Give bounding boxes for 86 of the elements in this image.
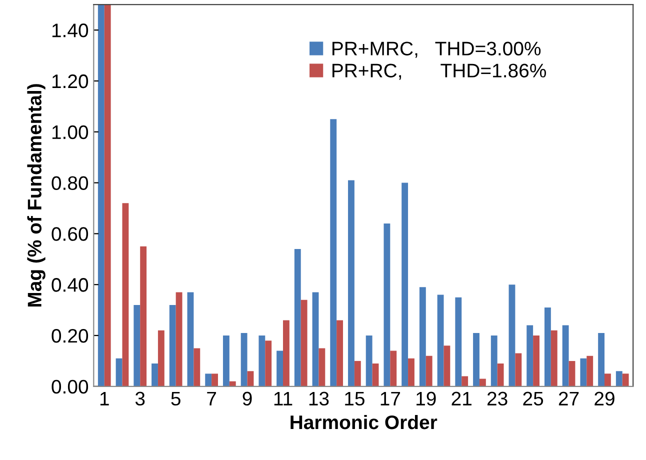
bar xyxy=(515,353,522,386)
bar xyxy=(336,320,344,386)
bar xyxy=(490,335,498,386)
bar xyxy=(562,325,569,386)
bar xyxy=(318,348,326,386)
y-axis-title: Mag (% of Fundamental) xyxy=(27,84,46,307)
bar xyxy=(283,320,290,386)
bar xyxy=(176,292,182,386)
bar xyxy=(140,246,147,386)
x-tick-label: 11 xyxy=(274,392,292,406)
bar xyxy=(598,332,604,386)
bar xyxy=(98,4,104,386)
x-tick-label: 17 xyxy=(380,392,400,406)
x-tick-label: 25 xyxy=(523,392,544,406)
x-tick-label: 3 xyxy=(135,392,145,406)
x-tick-label: 19 xyxy=(416,392,436,406)
bar xyxy=(544,307,551,386)
x-tick-label: 15 xyxy=(345,392,364,406)
y-tick-label: 1.40 xyxy=(52,24,88,38)
bar xyxy=(312,292,319,386)
bar xyxy=(104,4,111,386)
bar xyxy=(116,358,122,386)
x-axis-title: Harmonic Order xyxy=(290,414,438,430)
bar xyxy=(348,180,354,386)
bar xyxy=(354,360,361,386)
bar xyxy=(258,335,266,386)
bar xyxy=(455,297,462,386)
bar xyxy=(402,182,408,386)
bar xyxy=(586,356,594,386)
x-tick-label: 13 xyxy=(309,392,329,406)
bar xyxy=(265,340,272,386)
bar xyxy=(616,371,622,386)
bar xyxy=(330,119,337,386)
x-tick-label: 7 xyxy=(207,392,216,406)
bar xyxy=(508,284,516,386)
bar xyxy=(134,304,140,386)
bar xyxy=(533,335,540,386)
bar xyxy=(300,300,308,386)
bar xyxy=(169,304,176,386)
x-tick-label: 21 xyxy=(452,392,472,406)
x-tick-label: 23 xyxy=(488,392,508,406)
y-tick-label: 1.20 xyxy=(52,74,88,88)
bar xyxy=(152,363,158,386)
x-tick-label: 29 xyxy=(594,392,614,406)
x-tick-label: 1 xyxy=(100,392,109,406)
y-tick-label: 0.40 xyxy=(52,278,88,292)
bar xyxy=(212,374,218,386)
bar xyxy=(240,332,248,386)
bar xyxy=(194,348,200,386)
bar xyxy=(372,363,379,386)
x-tick-label: 5 xyxy=(171,392,180,406)
bar xyxy=(294,248,301,386)
bar xyxy=(276,350,283,386)
bar xyxy=(426,356,432,386)
bar xyxy=(408,358,414,386)
bar xyxy=(187,292,194,386)
bar xyxy=(390,350,397,386)
bar xyxy=(366,335,372,386)
bar xyxy=(222,335,230,386)
bar xyxy=(580,358,587,386)
bar xyxy=(622,374,629,386)
bar xyxy=(384,224,390,386)
legend-label: PR+RC, THD=1.86% xyxy=(332,64,546,80)
bar xyxy=(526,325,534,386)
y-tick-label: 0.60 xyxy=(52,227,88,241)
y-tick-label: 0.20 xyxy=(52,328,88,343)
bar xyxy=(473,332,480,386)
y-tick-label: 0.80 xyxy=(52,176,88,190)
bar xyxy=(205,374,212,386)
bar xyxy=(437,294,444,386)
bar xyxy=(479,378,486,386)
bar xyxy=(419,287,426,386)
x-tick-label: 27 xyxy=(558,392,579,406)
bar xyxy=(497,363,504,386)
bar xyxy=(462,376,468,386)
x-tick-label: 9 xyxy=(242,392,252,406)
bar xyxy=(550,330,558,386)
bar xyxy=(122,203,129,386)
bar xyxy=(247,371,254,386)
bar xyxy=(444,346,450,386)
bar xyxy=(158,330,164,386)
legend-label: PR+MRC, THD=3.00% xyxy=(332,42,541,58)
bar xyxy=(568,360,576,386)
y-tick-label: 0.00 xyxy=(52,380,88,394)
bar xyxy=(604,374,611,386)
y-tick-label: 1.00 xyxy=(52,125,88,140)
